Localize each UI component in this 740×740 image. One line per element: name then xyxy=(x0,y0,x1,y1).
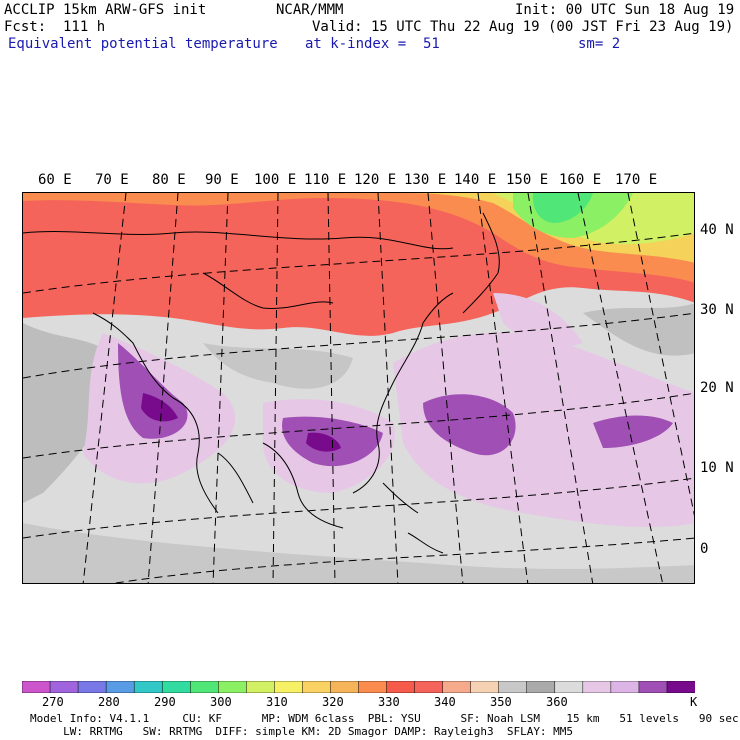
lat-label: 0 xyxy=(700,541,709,557)
model-title: ACCLIP 15km ARW-GFS init xyxy=(4,2,207,18)
lon-label: 150 E xyxy=(506,172,549,188)
colorbar-swatch xyxy=(582,681,612,693)
colorbar-swatch xyxy=(105,681,135,693)
map-panel xyxy=(22,192,695,584)
colorbar-swatch xyxy=(442,681,472,693)
colorbar-swatch xyxy=(274,681,304,693)
colorbar-swatch xyxy=(246,681,276,693)
lon-label: 80 E xyxy=(152,172,186,188)
colorbar-swatch xyxy=(161,681,192,693)
colorbar-swatch xyxy=(554,681,584,693)
colorbar xyxy=(22,681,695,693)
level-index: at k-index = 51 xyxy=(305,36,440,52)
init-time: Init: 00 UTC Sun 18 Aug 19 xyxy=(515,2,735,18)
colorbar-swatch xyxy=(302,681,332,693)
colorbar-label: 320 xyxy=(322,695,344,709)
lon-label: 100 E xyxy=(254,172,297,188)
colorbar-label: 280 xyxy=(98,695,120,709)
lon-label: 170 E xyxy=(615,172,658,188)
lon-label: 70 E xyxy=(95,172,129,188)
colorbar-label: 360 xyxy=(546,695,568,709)
lon-label: 110 E xyxy=(304,172,347,188)
lon-label: 160 E xyxy=(559,172,602,188)
colorbar-swatch xyxy=(77,681,107,693)
model-info-line1: Model Info: V4.1.1 CU: KF MP: WDM 6class… xyxy=(30,712,739,725)
lat-label: 10 N xyxy=(700,460,734,476)
colorbar-swatch xyxy=(498,681,528,693)
colorbar-label: 310 xyxy=(266,695,288,709)
org-label: NCAR/MMM xyxy=(276,2,344,18)
colorbar-swatch xyxy=(133,681,163,693)
colorbar-swatch xyxy=(330,681,360,693)
valid-time: Valid: 15 UTC Thu 22 Aug 19 (00 JST Fri … xyxy=(312,19,734,35)
colorbar-swatch xyxy=(386,681,416,693)
colorbar-label: 330 xyxy=(378,695,400,709)
lat-label: 40 N xyxy=(700,222,734,238)
colorbar-swatch xyxy=(49,681,79,693)
lon-label: 130 E xyxy=(404,172,447,188)
theta-e-field xyxy=(23,193,694,583)
colorbar-swatch xyxy=(666,681,695,693)
colorbar-label: 290 xyxy=(154,695,176,709)
colorbar-swatch xyxy=(526,681,556,693)
colorbar-unit: K xyxy=(690,695,698,709)
lat-label: 20 N xyxy=(700,380,734,396)
colorbar-label: 300 xyxy=(210,695,232,709)
colorbar-swatch xyxy=(22,681,51,693)
colorbar-swatch xyxy=(414,681,444,693)
lat-label: 30 N xyxy=(700,302,734,318)
colorbar-swatch xyxy=(358,681,388,693)
colorbar-label: 340 xyxy=(434,695,456,709)
colorbar-swatch xyxy=(610,681,640,693)
colorbar-label: 350 xyxy=(490,695,512,709)
colorbar-swatch xyxy=(190,681,220,693)
colorbar-label: 270 xyxy=(42,695,64,709)
colorbar-swatch xyxy=(638,681,668,693)
lon-label: 90 E xyxy=(205,172,239,188)
lon-label: 60 E xyxy=(38,172,72,188)
smoothing: sm= 2 xyxy=(578,36,621,52)
forecast-hour: Fcst: 111 h xyxy=(4,19,106,35)
colorbar-swatch xyxy=(218,681,248,693)
colorbar-swatch xyxy=(470,681,500,693)
model-info-line2: LW: RRTMG SW: RRTMG DIFF: simple KM: 2D … xyxy=(30,725,574,738)
field-name: Equivalent potential temperature xyxy=(8,36,278,52)
lon-label: 140 E xyxy=(454,172,497,188)
lon-label: 120 E xyxy=(354,172,397,188)
